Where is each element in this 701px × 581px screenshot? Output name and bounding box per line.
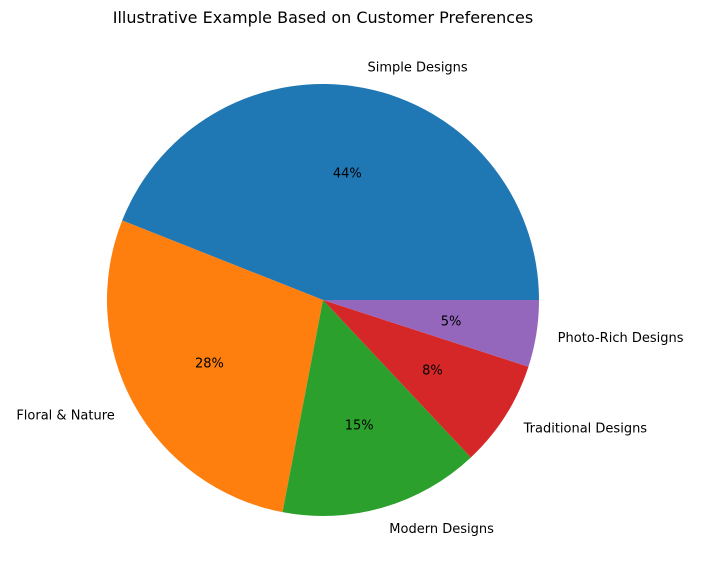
pie-slices (106, 84, 540, 516)
pct-label-traditional-designs: 8% (422, 363, 443, 378)
category-label-traditional-designs: Traditional Designs (523, 421, 648, 436)
pct-label-floral-nature: 28% (195, 356, 224, 371)
category-label-photo-rich-designs: Photo-Rich Designs (558, 331, 684, 346)
chart-title: Illustrative Example Based on Customer P… (113, 8, 533, 27)
pct-label-modern-designs: 15% (345, 418, 374, 433)
pct-label-photo-rich-designs: 5% (441, 314, 462, 329)
slice-simple-designs (122, 84, 540, 300)
category-label-floral-nature: Floral & Nature (16, 408, 114, 423)
slice-traditional-designs (323, 300, 529, 458)
category-label-modern-designs: Modern Designs (389, 522, 494, 537)
slice-labels: 44% Simple Designs 28% Floral & Nature 15% Mo… (16, 61, 683, 538)
slice-floral-nature (106, 220, 323, 513)
pct-label-simple-designs: 44% (333, 167, 362, 182)
category-label-simple-designs: Simple Designs (368, 61, 468, 76)
slice-modern-designs (282, 300, 471, 516)
slice-photo-rich-designs (323, 300, 539, 367)
